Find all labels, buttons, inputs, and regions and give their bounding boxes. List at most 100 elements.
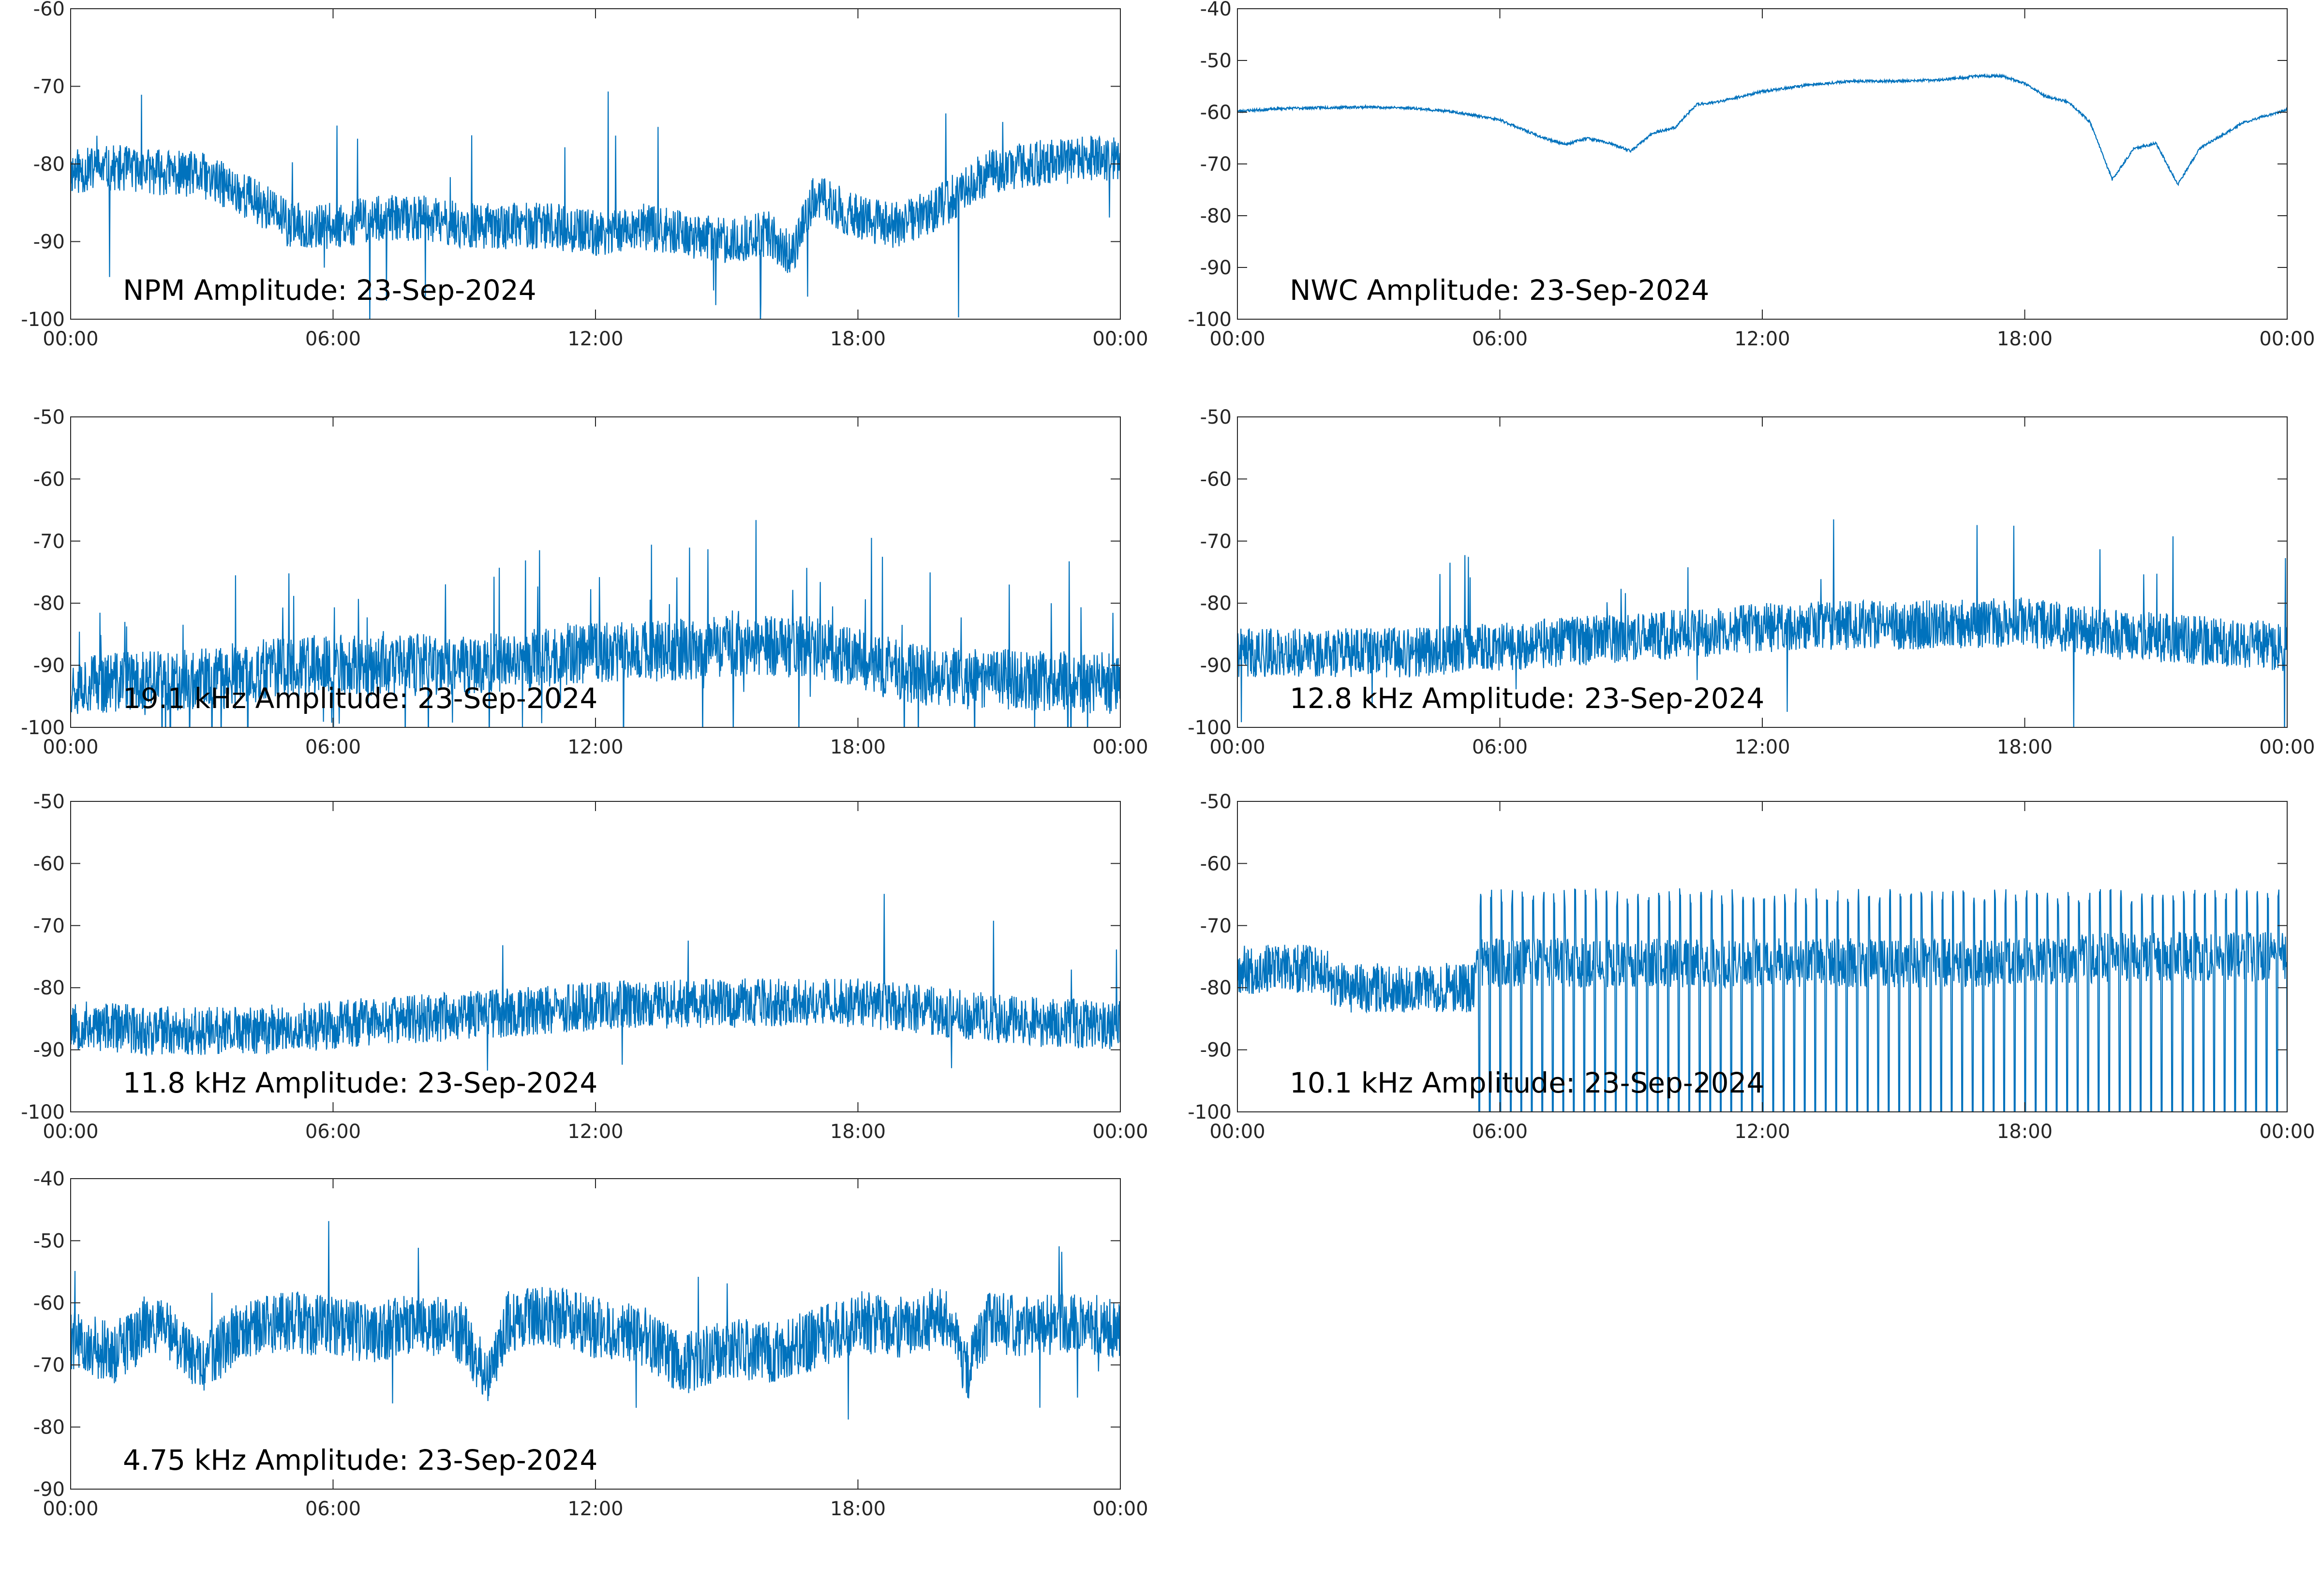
y-tick-label: -90 bbox=[1200, 655, 1232, 677]
x-tick-label: 00:00 bbox=[43, 328, 98, 350]
y-tick-label: -80 bbox=[33, 153, 65, 176]
y-tick-label: -50 bbox=[1200, 406, 1232, 429]
y-tick-label: -50 bbox=[1200, 50, 1232, 72]
y-tick-label: -80 bbox=[1200, 205, 1232, 227]
chart-panel-6: 00:00 06:00 12:00 18:00 00:00-100-90-80-70-6… bbox=[1188, 791, 2315, 1143]
y-tick-label: -80 bbox=[33, 1417, 65, 1439]
x-tick-label: 12:00 bbox=[1734, 328, 1790, 350]
y-tick-label: -100 bbox=[21, 309, 65, 331]
axes-box bbox=[70, 8, 1121, 320]
x-tick-label: 18:00 bbox=[1997, 736, 2053, 758]
y-tick-label: -60 bbox=[33, 0, 65, 20]
x-tick-label: 06:00 bbox=[1472, 736, 1528, 758]
y-tick-label: -70 bbox=[33, 1354, 65, 1376]
series-line bbox=[1237, 887, 2287, 1112]
chart-panel-1: 00:00 06:00 12:00 18:00 00:00-100-90-80-70-6… bbox=[21, 0, 1148, 350]
panel-title: NPM Amplitude: 23-Sep-2024 bbox=[123, 274, 536, 307]
chart-panel-3: 00:00 06:00 12:00 18:00 00:00-100-90-80-70-6… bbox=[21, 406, 1148, 758]
y-tick-label: -100 bbox=[1188, 309, 1232, 331]
series-line bbox=[1237, 519, 2287, 727]
y-tick-label: -60 bbox=[33, 468, 65, 490]
y-tick-label: -100 bbox=[21, 1101, 65, 1123]
x-tick-label: 00:00 bbox=[1209, 328, 1265, 350]
y-tick-label: -80 bbox=[33, 977, 65, 999]
y-tick-label: -90 bbox=[1200, 257, 1232, 279]
x-tick-label: 12:00 bbox=[567, 1498, 623, 1520]
y-tick-label: -60 bbox=[1200, 102, 1232, 124]
x-tick-label: 12:00 bbox=[567, 328, 623, 350]
axes-box bbox=[1237, 8, 2288, 320]
y-tick-label: -70 bbox=[33, 76, 65, 98]
chart-panel-4: 00:00 06:00 12:00 18:00 00:00-100-90-80-70-6… bbox=[1188, 406, 2315, 758]
series-line bbox=[71, 91, 1120, 319]
y-tick-label: -70 bbox=[1200, 531, 1232, 553]
x-tick-label: 18:00 bbox=[830, 1498, 886, 1520]
x-tick-label: 06:00 bbox=[1472, 1121, 1528, 1143]
y-tick-label: -60 bbox=[1200, 468, 1232, 490]
y-tick-label: -70 bbox=[33, 915, 65, 937]
y-tick-label: -100 bbox=[21, 717, 65, 739]
x-tick-label: 00:00 bbox=[43, 1121, 98, 1143]
y-tick-label: -50 bbox=[33, 1230, 65, 1252]
x-tick-label: 12:00 bbox=[567, 736, 623, 758]
x-tick-label: 06:00 bbox=[1472, 328, 1528, 350]
x-tick-label: 06:00 bbox=[305, 328, 361, 350]
y-tick-label: -70 bbox=[1200, 915, 1232, 937]
axes-box bbox=[1237, 416, 2288, 728]
y-tick-label: -80 bbox=[1200, 977, 1232, 999]
x-tick-label: 00:00 bbox=[43, 1498, 98, 1520]
x-tick-label: 12:00 bbox=[1734, 1121, 1790, 1143]
y-tick-label: -50 bbox=[1200, 791, 1232, 813]
x-tick-label: 00:00 bbox=[2259, 736, 2315, 758]
panel-title: 12.8 kHz Amplitude: 23-Sep-2024 bbox=[1290, 682, 1764, 715]
y-tick-label: -90 bbox=[33, 231, 65, 253]
x-tick-label: 00:00 bbox=[1092, 1498, 1148, 1520]
y-tick-label: -50 bbox=[33, 791, 65, 813]
x-tick-label: 00:00 bbox=[1092, 328, 1148, 350]
y-tick-label: -60 bbox=[33, 1292, 65, 1315]
panel-title: 10.1 kHz Amplitude: 23-Sep-2024 bbox=[1290, 1066, 1764, 1099]
x-tick-label: 06:00 bbox=[305, 1498, 361, 1520]
x-tick-label: 00:00 bbox=[1092, 736, 1148, 758]
x-tick-label: 18:00 bbox=[830, 328, 886, 350]
y-tick-label: -90 bbox=[33, 1039, 65, 1062]
x-tick-label: 00:00 bbox=[1092, 1121, 1148, 1143]
series-line bbox=[71, 894, 1120, 1071]
x-tick-label: 18:00 bbox=[830, 1121, 886, 1143]
y-tick-label: -60 bbox=[1200, 853, 1232, 875]
panel-title: 4.75 kHz Amplitude: 23-Sep-2024 bbox=[123, 1444, 597, 1477]
x-tick-label: 06:00 bbox=[305, 736, 361, 758]
y-tick-label: -70 bbox=[33, 531, 65, 553]
x-tick-label: 18:00 bbox=[830, 736, 886, 758]
y-tick-label: -80 bbox=[33, 592, 65, 615]
series-line bbox=[71, 520, 1120, 727]
y-tick-label: -70 bbox=[1200, 153, 1232, 176]
x-tick-label: 00:00 bbox=[2259, 328, 2315, 350]
y-tick-label: -100 bbox=[1188, 717, 1232, 739]
x-tick-label: 00:00 bbox=[1209, 736, 1265, 758]
series-line bbox=[71, 1221, 1120, 1420]
series-line bbox=[1237, 73, 2287, 187]
y-tick-label: -50 bbox=[33, 406, 65, 429]
y-tick-label: -90 bbox=[1200, 1039, 1232, 1062]
chart-panel-7: 00:00 06:00 12:00 18:00 00:00-90-80-70-60-50… bbox=[33, 1168, 1148, 1520]
panel-title: NWC Amplitude: 23-Sep-2024 bbox=[1290, 274, 1709, 307]
panel-title: 19.1 kHz Amplitude: 23-Sep-2024 bbox=[123, 682, 597, 715]
panel-title: 11.8 kHz Amplitude: 23-Sep-2024 bbox=[123, 1066, 597, 1099]
y-tick-label: -80 bbox=[1200, 592, 1232, 615]
y-tick-label: -40 bbox=[33, 1168, 65, 1190]
x-tick-label: 00:00 bbox=[2259, 1121, 2315, 1143]
y-tick-label: -90 bbox=[33, 1478, 65, 1501]
y-tick-label: -100 bbox=[1188, 1101, 1232, 1123]
x-tick-label: 18:00 bbox=[1997, 328, 2053, 350]
x-tick-label: 06:00 bbox=[305, 1121, 361, 1143]
y-tick-label: -90 bbox=[33, 655, 65, 677]
y-tick-label: -40 bbox=[1200, 0, 1232, 20]
x-tick-label: 00:00 bbox=[1209, 1121, 1265, 1143]
x-tick-label: 12:00 bbox=[1734, 736, 1790, 758]
y-tick-label: -60 bbox=[33, 853, 65, 875]
axes-box bbox=[70, 801, 1121, 1112]
chart-panel-2: 00:00 06:00 12:00 18:00 00:00-100-90-80-70-6… bbox=[1188, 0, 2315, 350]
chart-panel-5: 00:00 06:00 12:00 18:00 00:00-100-90-80-70-6… bbox=[21, 791, 1148, 1143]
